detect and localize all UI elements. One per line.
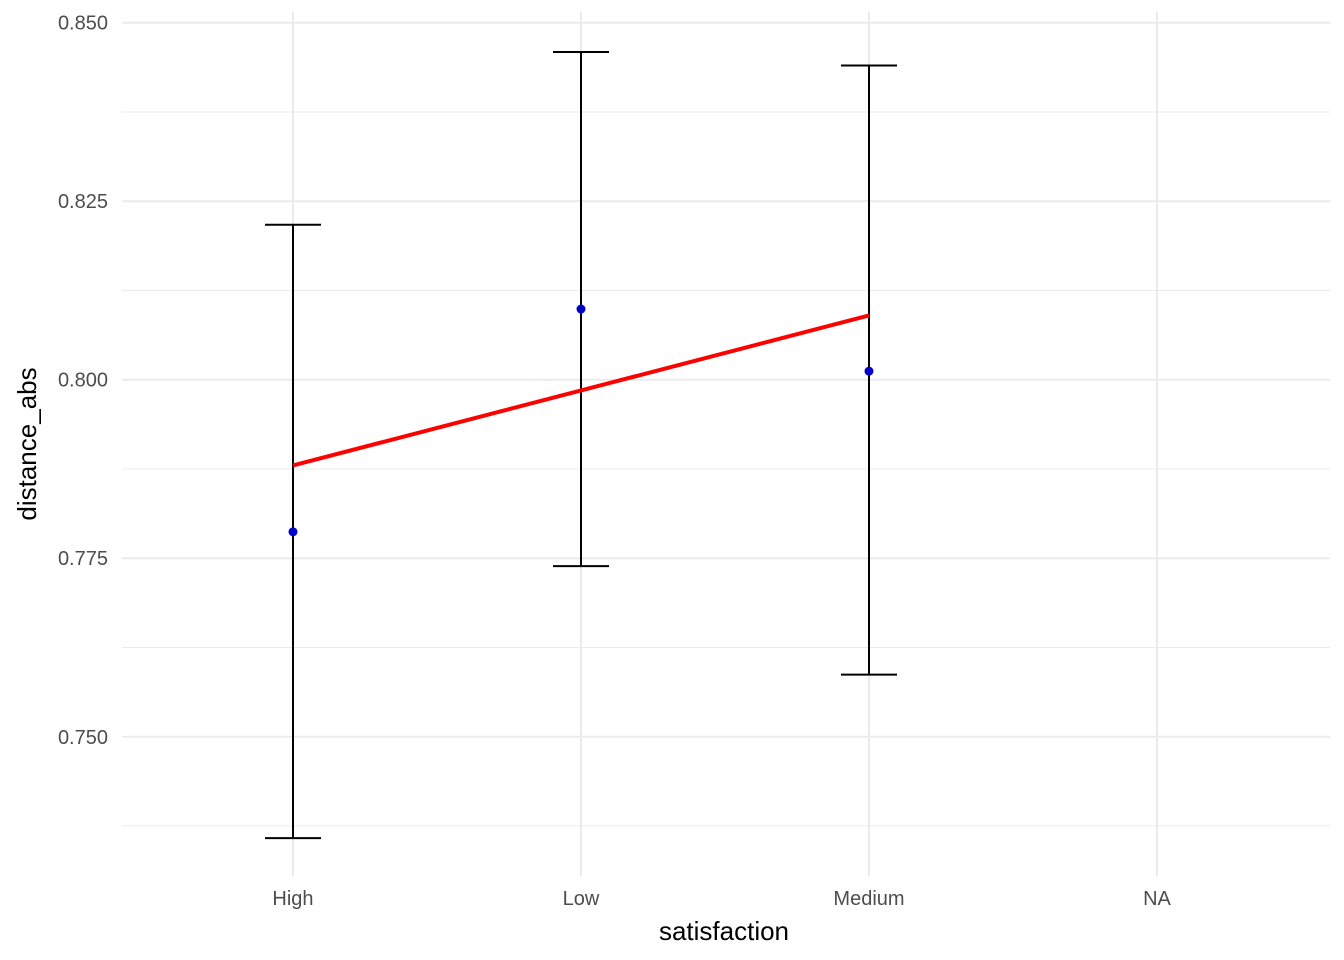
y-tick-label: 0.800 <box>58 370 108 392</box>
tick-layer: 0.750 0.775 0.800 0.825 0.850 High Low Medium NA <box>58 13 1172 910</box>
x-tick-label: Medium <box>833 888 904 910</box>
x-axis-title: satisfaction <box>659 916 789 946</box>
y-axis-title: distance_abs <box>12 367 42 520</box>
data-point <box>864 366 874 376</box>
point-layer <box>288 304 874 537</box>
data-point <box>288 527 298 537</box>
x-tick-label: NA <box>1143 888 1171 910</box>
y-tick-label: 0.775 <box>58 548 108 570</box>
data-point <box>576 304 586 314</box>
trend-line <box>292 313 870 468</box>
x-tick-label: Low <box>563 888 600 910</box>
y-tick-label: 0.850 <box>58 13 108 35</box>
y-tick-label: 0.750 <box>58 727 108 749</box>
y-tick-label: 0.825 <box>58 191 108 213</box>
trend-layer <box>292 313 870 468</box>
x-tick-label: High <box>272 888 313 910</box>
grid-layer <box>122 12 1330 876</box>
